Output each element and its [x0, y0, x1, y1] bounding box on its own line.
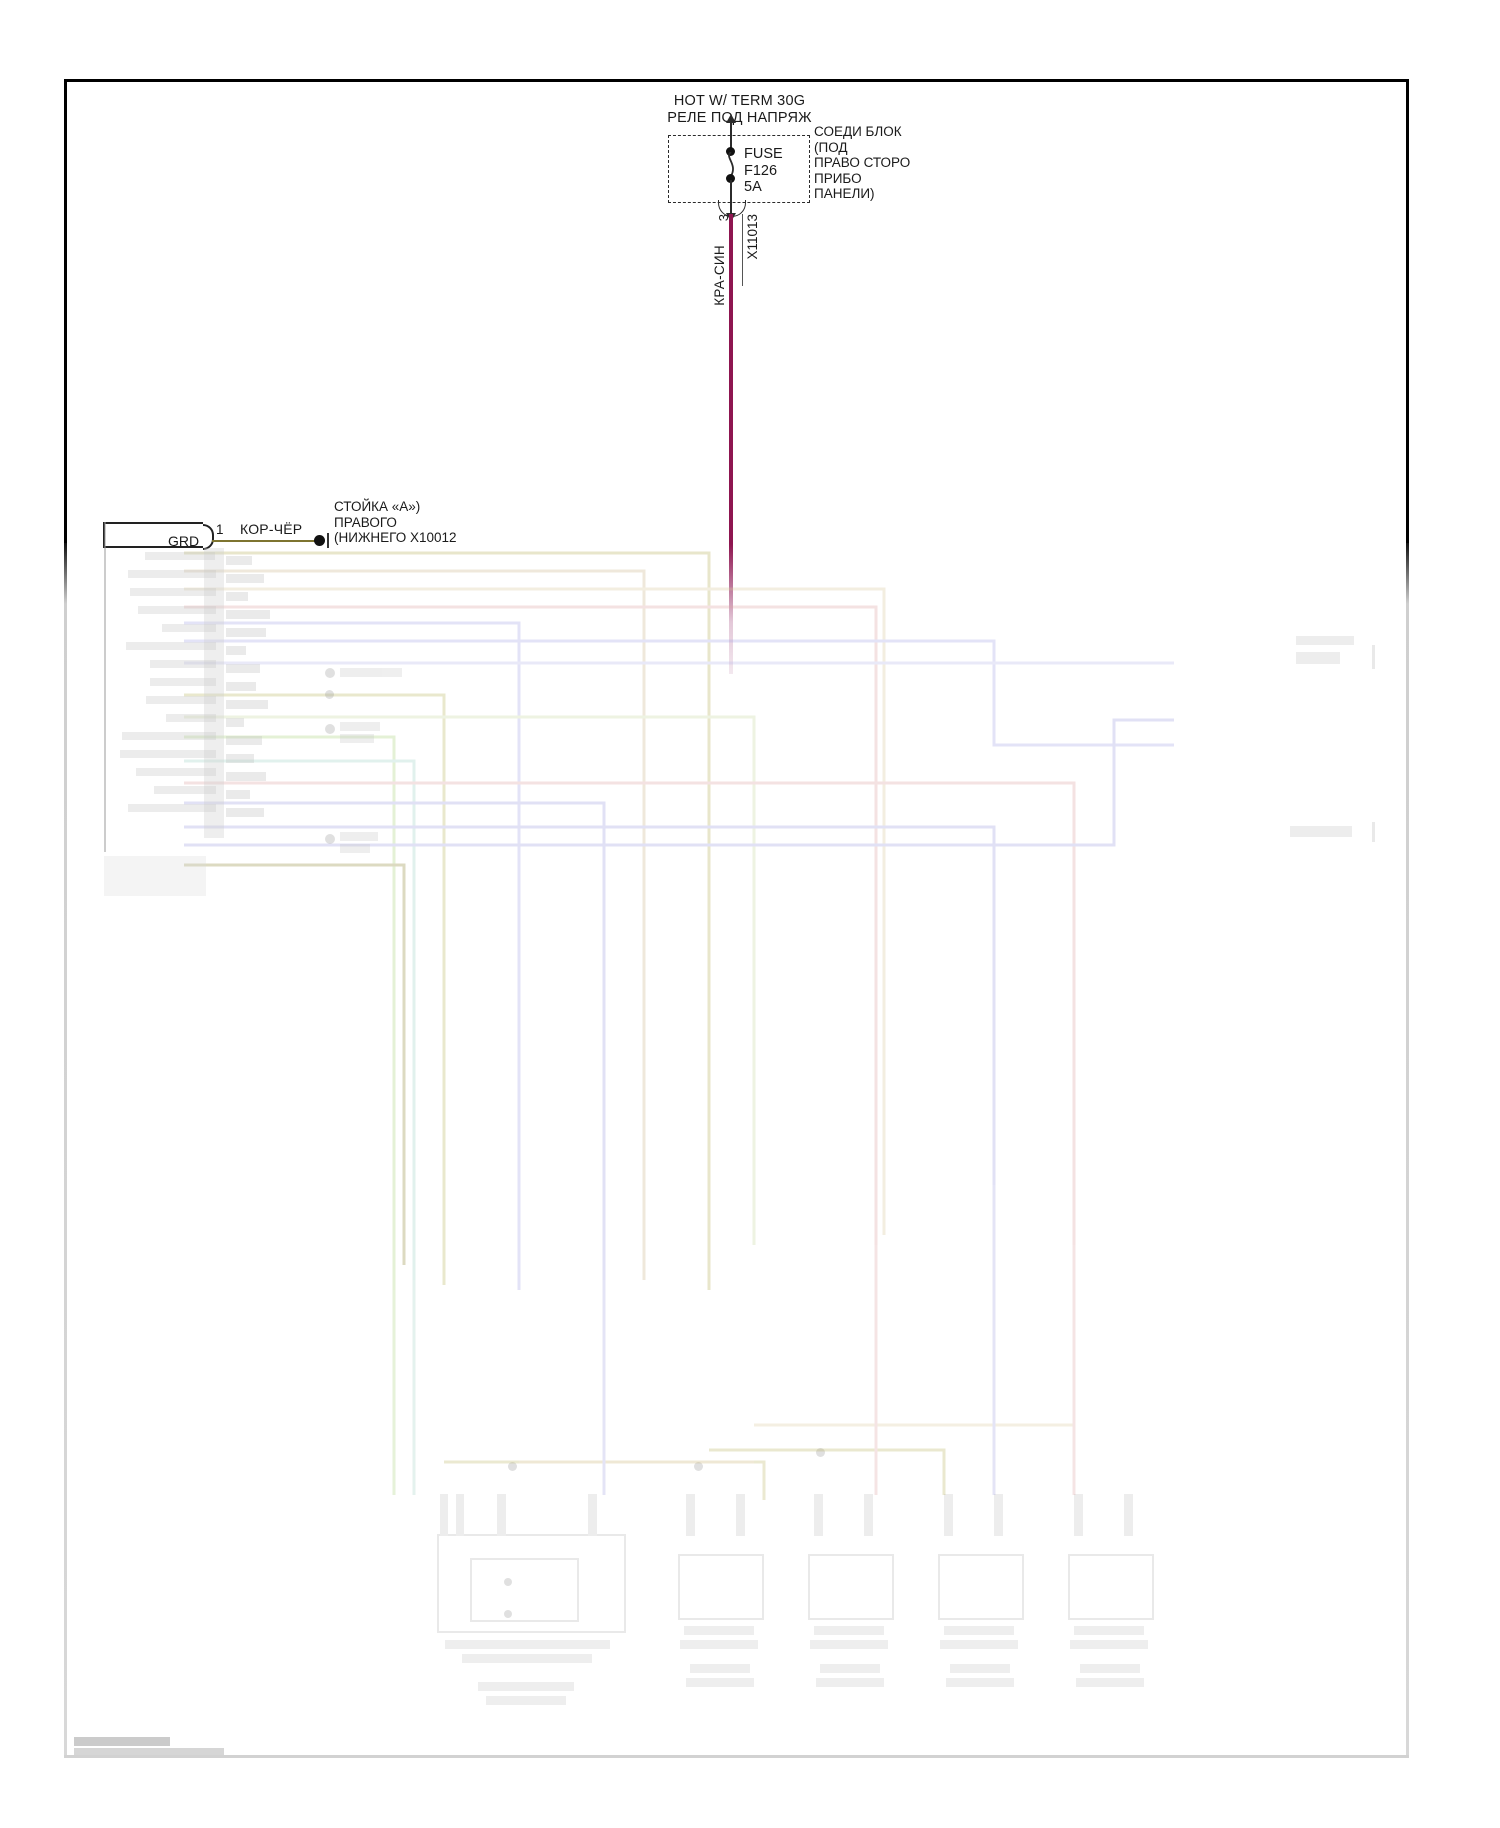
hot-supply-label-en: HOT W/ TERM 30G — [673, 93, 806, 109]
feed-wire-red-blue-faded — [729, 544, 733, 674]
bottom-bus-svg — [392, 1185, 1076, 1500]
fuse-block-outline — [668, 135, 810, 203]
ground-splice-dot — [314, 535, 325, 546]
ground-connector-tick-icon — [327, 533, 329, 548]
ground-wire-color-code: КОР-ЧЁР — [240, 521, 303, 537]
control-module-body — [104, 522, 206, 852]
harness-wires-svg — [184, 551, 1174, 1290]
fuse-terminal-dot-bottom — [726, 174, 735, 183]
fuse-word: FUSE — [744, 146, 783, 162]
bottom-bus-wires — [64, 545, 1409, 1763]
supply-arrow-up-icon — [726, 114, 736, 123]
frame-border-left-solid — [64, 79, 67, 545]
grd-pin-label: GRD — [168, 533, 200, 549]
fuse-stem-upper — [730, 118, 732, 150]
control-module-pin-strip — [204, 548, 224, 838]
fuse-text-group: FUSE F126 5A — [744, 146, 783, 196]
control-module-footer-label — [104, 856, 206, 896]
footer-mark-primary — [74, 1737, 170, 1746]
ground-destination-connector: X10012 — [410, 530, 457, 545]
grd-pin-number: 1 — [216, 522, 224, 537]
control-module-pin-values — [226, 550, 276, 840]
faded-harness-layer — [64, 545, 1409, 1758]
frame-border-right-solid — [1406, 79, 1409, 545]
feed-wire-color-code: КРА-СИН — [712, 245, 727, 306]
frame-border-bottom — [64, 1755, 1409, 1758]
frame-border-top — [64, 79, 1409, 82]
fuse-rating: 5A — [744, 179, 762, 195]
fuse-id: F126 — [744, 162, 778, 179]
frame-border-left-faded — [64, 543, 67, 1758]
hot-supply-label-ru: РЕЛЕ ПОД НАПРЯЖ — [667, 109, 812, 126]
ground-destination-label: СТОЙКА «А») ПРАВОГО (НИЖНЕГО X10012 — [334, 499, 464, 546]
feed-wire-red-blue — [729, 214, 733, 544]
frame-border-right-faded — [1406, 543, 1409, 1758]
ground-wire — [212, 540, 317, 543]
footer-mark-secondary — [74, 1748, 224, 1755]
feed-wire-pin-number: 3 — [716, 214, 731, 222]
fuse-block-location-label: СОЕДИ БЛОК (ПОД ПРАВО СТОРО ПРИБО ПАНЕЛИ… — [814, 124, 911, 201]
feed-wire-connector-id: X11013 — [745, 214, 760, 260]
control-module-pin-labels — [110, 548, 270, 840]
fuse-element-icon — [728, 152, 734, 176]
ground-destination-text: СТОЙКА «А») ПРАВОГО (НИЖНЕГО — [334, 499, 421, 545]
feed-connector-leader-line — [742, 214, 744, 286]
hot-supply-label: HOT W/ TERM 30G РЕЛЕ ПОД НАПРЯЖ — [612, 93, 867, 126]
